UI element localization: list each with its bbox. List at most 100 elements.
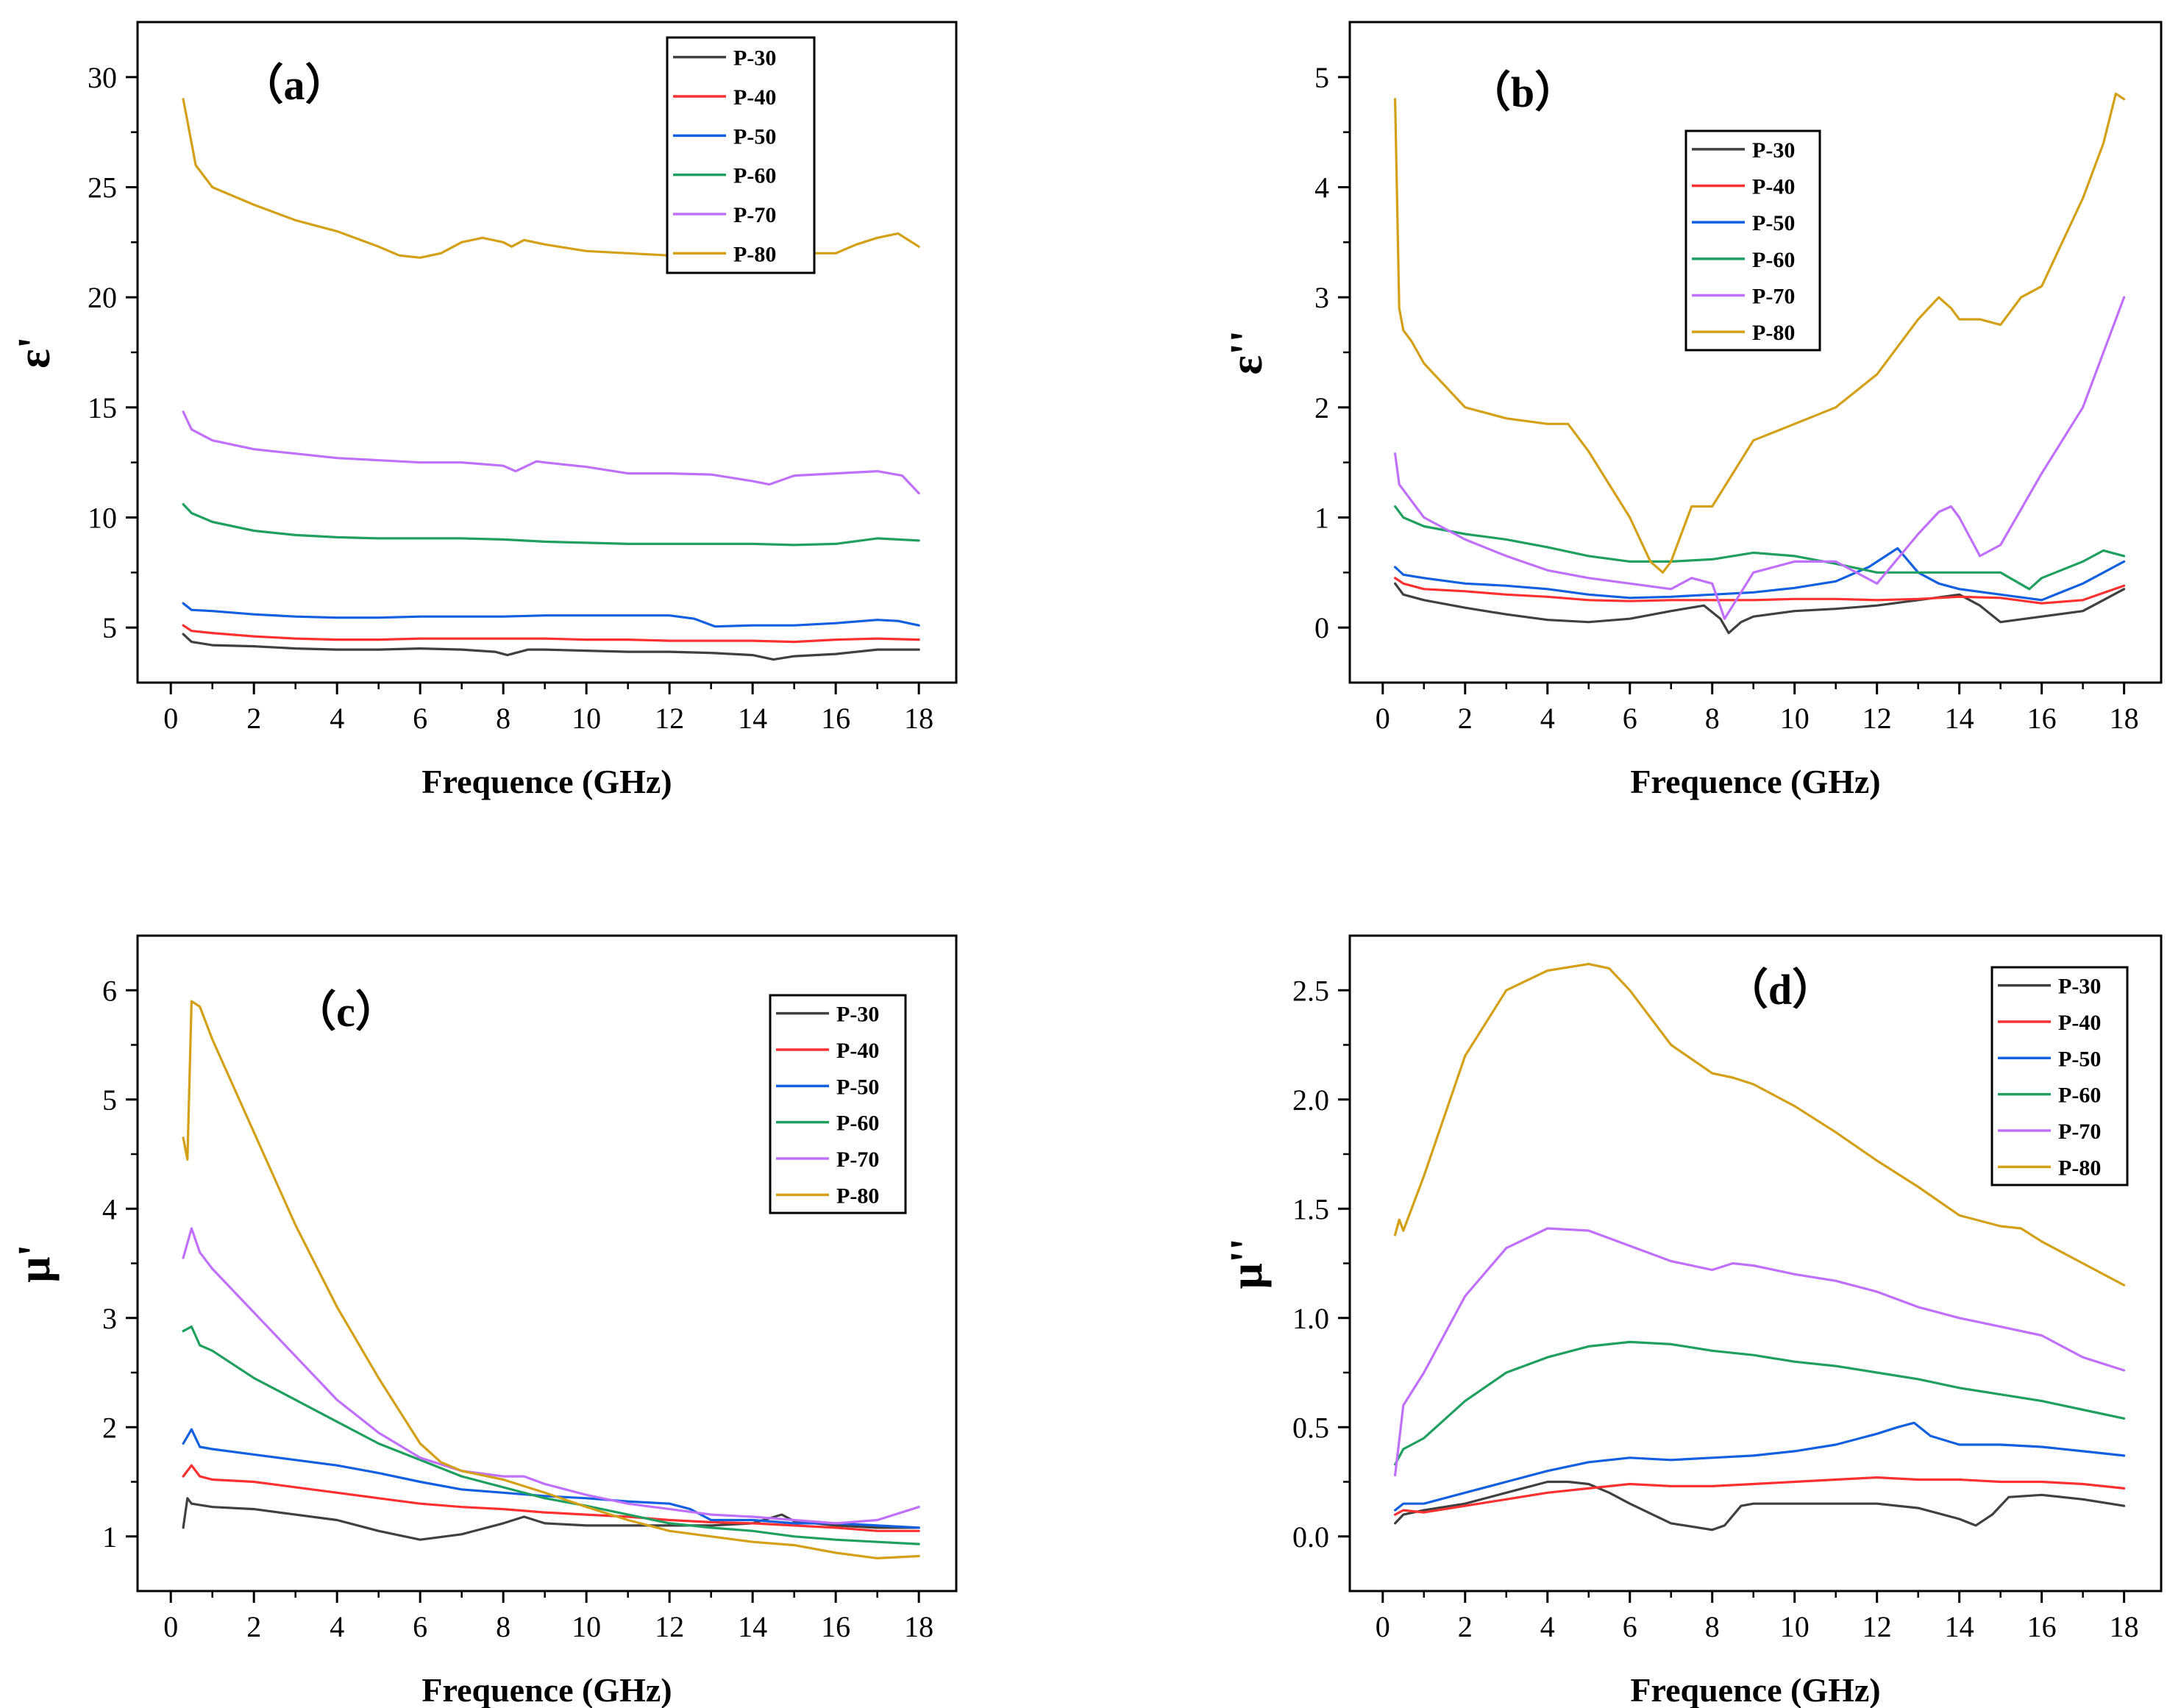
x-tick-label: 16	[2027, 702, 2057, 735]
panel-a: 0 2 4 6 8 10 12 14 16 18 5 10 15 20 25 30 Frequence (GHz…	[10, 21, 958, 800]
y-tick-label: 1.5	[1292, 1192, 1329, 1225]
series-line-p-80	[182, 1000, 920, 1559]
x-tick-label: 2	[1458, 702, 1473, 735]
series-line-p-30	[182, 633, 920, 661]
panel-label: （d）	[1726, 966, 1835, 1014]
series-line-p-70	[1393, 1227, 2126, 1477]
y-tick-label: 1	[102, 1520, 117, 1554]
series-line-p-30	[182, 1497, 920, 1541]
series-line-p-70	[182, 1227, 920, 1525]
y-tick-label: 5	[102, 611, 117, 644]
panel-d: 0 2 4 6 8 10 12 14 16 18 0.0 0.5 1.0 1.5 2.0 2.5 Frequen…	[1222, 934, 2163, 1708]
legend: P-30 P-40 P-50 P-60 P-70 P-80	[769, 994, 907, 1214]
series-line-p-30	[1393, 582, 2126, 635]
x-tick-label: 12	[1862, 1610, 1892, 1643]
y-tick-label: 1.0	[1292, 1302, 1329, 1335]
x-tick-label: 6	[1623, 702, 1637, 735]
plot-frame	[136, 21, 958, 684]
legend-label: P-50	[836, 1075, 879, 1099]
x-tick-label: 18	[904, 702, 933, 735]
panel-label: （c）	[293, 988, 398, 1036]
x-tick-label: 0	[163, 1610, 178, 1643]
legend-label: P-50	[733, 124, 776, 149]
legend: P-30 P-40 P-50 P-60 P-70 P-80	[666, 36, 816, 274]
x-tick-label: 8	[1705, 1610, 1720, 1643]
y-tick-label: 0.0	[1292, 1520, 1329, 1554]
panel-label: （a）	[241, 61, 347, 109]
legend-box	[1990, 966, 2129, 1186]
series-line-p-70	[1393, 296, 2126, 620]
x-tick-label: 10	[1780, 702, 1810, 735]
legend-label: P-30	[1752, 138, 1795, 163]
series-line-p-50	[1393, 547, 2126, 602]
y-axis-title: μ'	[10, 1244, 60, 1282]
y-tick-label: 6	[102, 974, 117, 1007]
series-line-p-80	[1393, 92, 2126, 574]
x-tick-label: 14	[1945, 702, 1974, 735]
x-tick-label: 6	[413, 702, 427, 735]
y-tick-label: 3	[1314, 281, 1329, 314]
x-tick-label: 0	[1376, 1610, 1390, 1643]
legend-box	[1684, 129, 1821, 352]
series-line-p-40	[1393, 1476, 2126, 1516]
x-tick-label: 2	[1458, 1610, 1473, 1643]
x-tick-label: 10	[1780, 1610, 1810, 1643]
legend-label: P-80	[836, 1184, 879, 1208]
x-tick-label: 12	[655, 702, 684, 735]
x-tick-label: 18	[2110, 1610, 2139, 1643]
x-tick-label: 18	[904, 1610, 933, 1643]
legend-label: P-60	[733, 164, 776, 188]
legend-label: P-80	[2058, 1156, 2101, 1180]
series-line-p-40	[182, 1464, 920, 1532]
x-tick-label: 2	[246, 702, 261, 735]
x-axis-title: Frequence (GHz)	[421, 1671, 672, 1708]
x-tick-label: 16	[2027, 1610, 2057, 1643]
y-tick-label: 5	[102, 1083, 117, 1117]
legend-label: P-70	[1752, 285, 1795, 309]
x-tick-label: 10	[572, 702, 601, 735]
series-line-p-40	[1393, 577, 2126, 605]
series-line-p-70	[182, 410, 920, 495]
legend-label: P-60	[836, 1111, 879, 1136]
legend-box	[666, 36, 816, 274]
x-tick-label: 4	[1540, 1610, 1555, 1643]
series-line-p-60	[1393, 1340, 2126, 1466]
series-line-p-40	[182, 624, 920, 644]
series-line-p-60	[182, 502, 920, 547]
series-line-p-80	[1393, 962, 2126, 1287]
y-tick-label: 4	[102, 1192, 117, 1225]
y-tick-label: 30	[88, 61, 117, 94]
series-line-p-50	[182, 602, 920, 628]
legend-label: P-30	[2058, 975, 2101, 999]
x-tick-label: 10	[572, 1610, 601, 1643]
x-tick-label: 16	[821, 702, 850, 735]
legend-label: P-40	[733, 85, 776, 110]
x-tick-label: 14	[1945, 1610, 1974, 1643]
x-tick-label: 16	[821, 1610, 850, 1643]
x-tick-label: 4	[330, 1610, 344, 1643]
legend-label: P-50	[2058, 1047, 2101, 1071]
y-axis-title: μ''	[1222, 1238, 1272, 1289]
series-line-p-60	[182, 1325, 920, 1545]
y-tick-label: 2	[1314, 391, 1329, 424]
legend-label: P-40	[2058, 1011, 2101, 1035]
legend-label: P-40	[1752, 175, 1795, 199]
x-tick-label: 18	[2110, 702, 2139, 735]
y-tick-label: 2	[102, 1411, 117, 1444]
y-tick-label: 0.5	[1292, 1411, 1329, 1444]
legend-label: P-50	[1752, 211, 1795, 235]
x-tick-label: 12	[655, 1610, 684, 1643]
x-tick-label: 0	[163, 702, 178, 735]
series-line-p-30	[1393, 1480, 2126, 1531]
y-tick-label: 3	[102, 1302, 117, 1335]
y-tick-label: 10	[88, 502, 117, 535]
legend-label: P-70	[836, 1147, 879, 1172]
legend-label: P-30	[733, 46, 776, 71]
y-axis-title: ε'	[10, 336, 60, 369]
legend-label: P-70	[2058, 1120, 2101, 1144]
x-tick-label: 0	[1376, 702, 1390, 735]
x-tick-label: 12	[1862, 702, 1892, 735]
y-tick-label: 25	[88, 171, 117, 204]
